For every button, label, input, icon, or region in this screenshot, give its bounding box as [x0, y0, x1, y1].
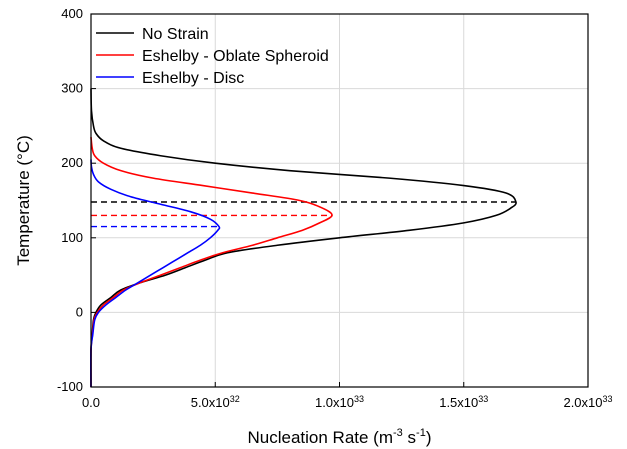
x-tick-label: 0.0 — [82, 395, 100, 410]
series-line — [90, 88, 517, 388]
legend-label: No Strain — [142, 26, 209, 43]
y-tick-label: 0 — [76, 304, 83, 319]
y-axis-tick-labels: -100 0 100 200 300 400 — [57, 6, 83, 394]
legend-label: Eshelby - Disc — [142, 70, 244, 87]
axis-ticks — [90, 13, 589, 388]
x-axis-title: Nucleation Rate (m-3 s-1) — [248, 427, 432, 447]
y-tick-label: -100 — [57, 379, 83, 394]
y-axis-title: Temperature (°C) — [14, 135, 33, 266]
legend: No Strain Eshelby - Oblate Spheroid Eshelb… — [96, 26, 329, 87]
y-tick-label: 400 — [61, 6, 83, 21]
x-tick-label: 1.0x1033 — [315, 394, 364, 410]
legend-label: Eshelby - Oblate Spheroid — [142, 48, 329, 65]
series-lines — [90, 88, 517, 388]
y-tick-label: 200 — [61, 155, 83, 170]
y-tick-label: 100 — [61, 230, 83, 245]
series-line — [90, 137, 333, 388]
y-tick-label: 300 — [61, 81, 83, 96]
peak-reference-lines — [91, 201, 516, 228]
x-tick-label: 5.0x1032 — [191, 394, 240, 410]
x-tick-label: 1.5x1033 — [439, 394, 488, 410]
x-tick-label: 2.0x1033 — [563, 394, 612, 410]
series-line — [90, 159, 221, 388]
x-axis-tick-labels: 0.0 5.0x1032 1.0x1033 1.5x1033 2.0x1033 — [82, 394, 613, 410]
